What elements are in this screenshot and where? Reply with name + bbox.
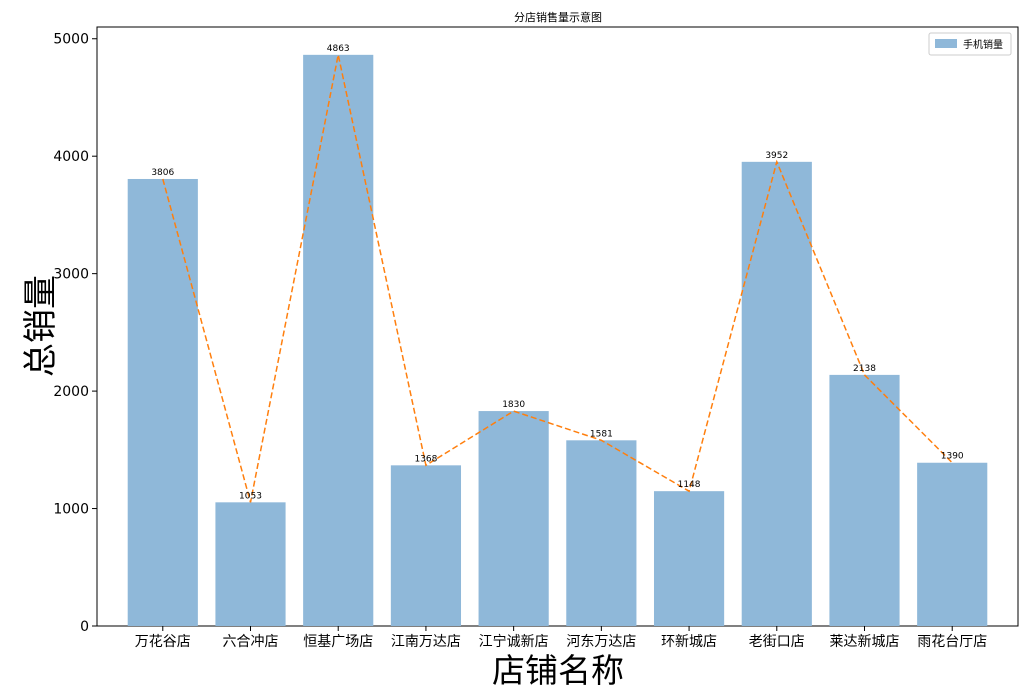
- bar-2: [215, 502, 286, 626]
- bar-4: [390, 465, 462, 626]
- bar-8: [741, 161, 812, 626]
- y-tick-label: 2000: [53, 384, 89, 400]
- legend-swatch: [935, 39, 957, 48]
- legend-label: 手机销量: [963, 38, 1003, 51]
- y-tick-label: 1000: [53, 502, 89, 518]
- data-label-10: 1390: [941, 452, 964, 462]
- data-label-6: 1581: [590, 429, 613, 439]
- legend-box: [928, 32, 1012, 56]
- chart-title: 分店销售量示意图: [514, 10, 602, 24]
- y-tick-label: 4000: [53, 149, 89, 165]
- plot-frame: [96, 26, 1019, 627]
- x-tick-label: 环新城店: [661, 634, 717, 650]
- x-tick-label: 万花谷店: [135, 634, 191, 650]
- y-tick-label: 3000: [53, 267, 89, 283]
- data-label-8: 3952: [765, 151, 788, 161]
- bar-9: [829, 374, 900, 626]
- x-tick-label: 江宁诚新店: [479, 633, 549, 650]
- x-axis-label: 店铺名称: [492, 651, 624, 690]
- x-tick-label: 雨花台厅店: [917, 634, 987, 650]
- trend-line: [162, 54, 953, 503]
- data-label-4: 1368: [414, 454, 437, 464]
- data-label-5: 1830: [502, 400, 525, 410]
- bar-5: [478, 411, 549, 626]
- x-tick-label: 恒基广场店: [303, 633, 373, 650]
- data-label-2: 1053: [239, 491, 262, 501]
- x-tick-label: 老街口店: [749, 634, 805, 650]
- data-label-9: 2138: [853, 364, 876, 374]
- y-axis-label: 总销量: [21, 275, 61, 377]
- legend: 手机销量: [928, 32, 1012, 56]
- data-label-3: 4863: [327, 44, 350, 54]
- bar-7: [653, 491, 725, 626]
- x-tick-label: 河东万达店: [566, 634, 636, 650]
- x-tick-label: 江南万达店: [391, 634, 461, 650]
- bar-6: [566, 440, 637, 626]
- bar-10: [917, 462, 988, 626]
- y-tick-label: 0: [80, 619, 89, 635]
- x-tick-label: 六合冲店: [223, 634, 279, 650]
- x-tick-label: 莱达新城店: [830, 634, 900, 650]
- bar-1: [127, 178, 198, 626]
- data-label-7: 1148: [678, 480, 701, 490]
- data-label-1: 3806: [151, 168, 174, 178]
- y-tick-label: 5000: [53, 32, 89, 48]
- bar-3: [303, 54, 374, 627]
